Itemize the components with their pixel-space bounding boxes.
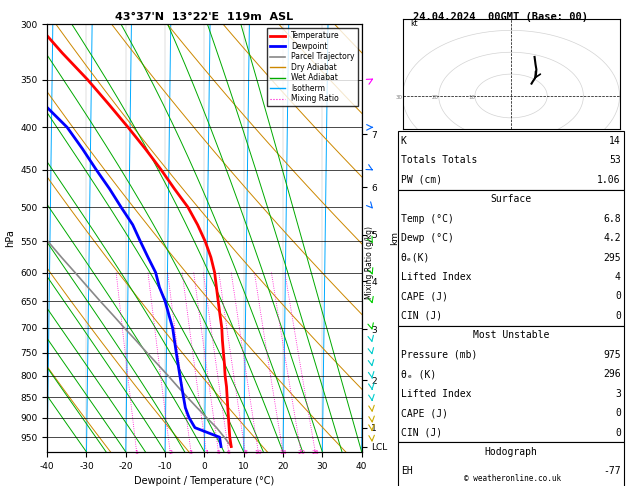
Text: CAPE (J): CAPE (J) (401, 408, 448, 418)
Text: CIN (J): CIN (J) (401, 311, 442, 321)
Text: Lifted Index: Lifted Index (401, 389, 471, 399)
Text: 10: 10 (254, 450, 262, 455)
Text: Dewp (°C): Dewp (°C) (401, 233, 454, 243)
Text: 4: 4 (615, 272, 621, 282)
Text: EH: EH (401, 467, 413, 476)
Text: Lifted Index: Lifted Index (401, 272, 471, 282)
Text: 3: 3 (189, 450, 193, 455)
Title: 43°37'N  13°22'E  119m  ASL: 43°37'N 13°22'E 119m ASL (115, 12, 294, 22)
Text: 24.04.2024  00GMT (Base: 00): 24.04.2024 00GMT (Base: 00) (413, 12, 587, 22)
Text: θₑ (K): θₑ (K) (401, 369, 436, 379)
Text: 0: 0 (615, 428, 621, 437)
Text: 1: 1 (135, 450, 138, 455)
Text: 1.06: 1.06 (598, 175, 621, 185)
Y-axis label: km
ASL: km ASL (391, 230, 410, 246)
Text: 296: 296 (603, 369, 621, 379)
Text: Mixing Ratio (g/kg): Mixing Ratio (g/kg) (365, 226, 374, 299)
Legend: Temperature, Dewpoint, Parcel Trajectory, Dry Adiabat, Wet Adiabat, Isotherm, Mi: Temperature, Dewpoint, Parcel Trajectory… (267, 28, 358, 106)
Text: K: K (401, 136, 406, 146)
Text: 25: 25 (311, 450, 320, 455)
Text: 4.2: 4.2 (603, 233, 621, 243)
Text: CIN (J): CIN (J) (401, 428, 442, 437)
Text: 0: 0 (615, 292, 621, 301)
Y-axis label: hPa: hPa (4, 229, 14, 247)
Text: 10: 10 (468, 95, 475, 100)
Text: Pressure (mb): Pressure (mb) (401, 350, 477, 360)
Text: PW (cm): PW (cm) (401, 175, 442, 185)
Text: © weatheronline.co.uk: © weatheronline.co.uk (464, 473, 561, 483)
Text: 14: 14 (609, 136, 621, 146)
Text: 2: 2 (168, 450, 172, 455)
Text: 15: 15 (279, 450, 287, 455)
Text: Surface: Surface (490, 194, 532, 204)
Text: CAPE (J): CAPE (J) (401, 292, 448, 301)
Text: 6: 6 (226, 450, 231, 455)
Text: θₑ(K): θₑ(K) (401, 253, 430, 262)
Text: 53: 53 (609, 156, 621, 165)
Text: 20: 20 (297, 450, 305, 455)
Text: -77: -77 (603, 467, 621, 476)
Text: Hodograph: Hodograph (484, 447, 537, 457)
Text: 4: 4 (204, 450, 208, 455)
Text: 295: 295 (603, 253, 621, 262)
Text: 0: 0 (615, 408, 621, 418)
Text: Totals Totals: Totals Totals (401, 156, 477, 165)
Text: 5: 5 (216, 450, 220, 455)
Text: 0: 0 (615, 311, 621, 321)
Text: Most Unstable: Most Unstable (472, 330, 549, 340)
Text: 20: 20 (431, 95, 439, 100)
Text: 6.8: 6.8 (603, 214, 621, 224)
Text: 8: 8 (243, 450, 247, 455)
Text: kt: kt (410, 19, 418, 28)
Text: 30: 30 (396, 95, 403, 100)
Text: 975: 975 (603, 350, 621, 360)
Text: 3: 3 (615, 389, 621, 399)
Text: Temp (°C): Temp (°C) (401, 214, 454, 224)
X-axis label: Dewpoint / Temperature (°C): Dewpoint / Temperature (°C) (135, 476, 274, 486)
